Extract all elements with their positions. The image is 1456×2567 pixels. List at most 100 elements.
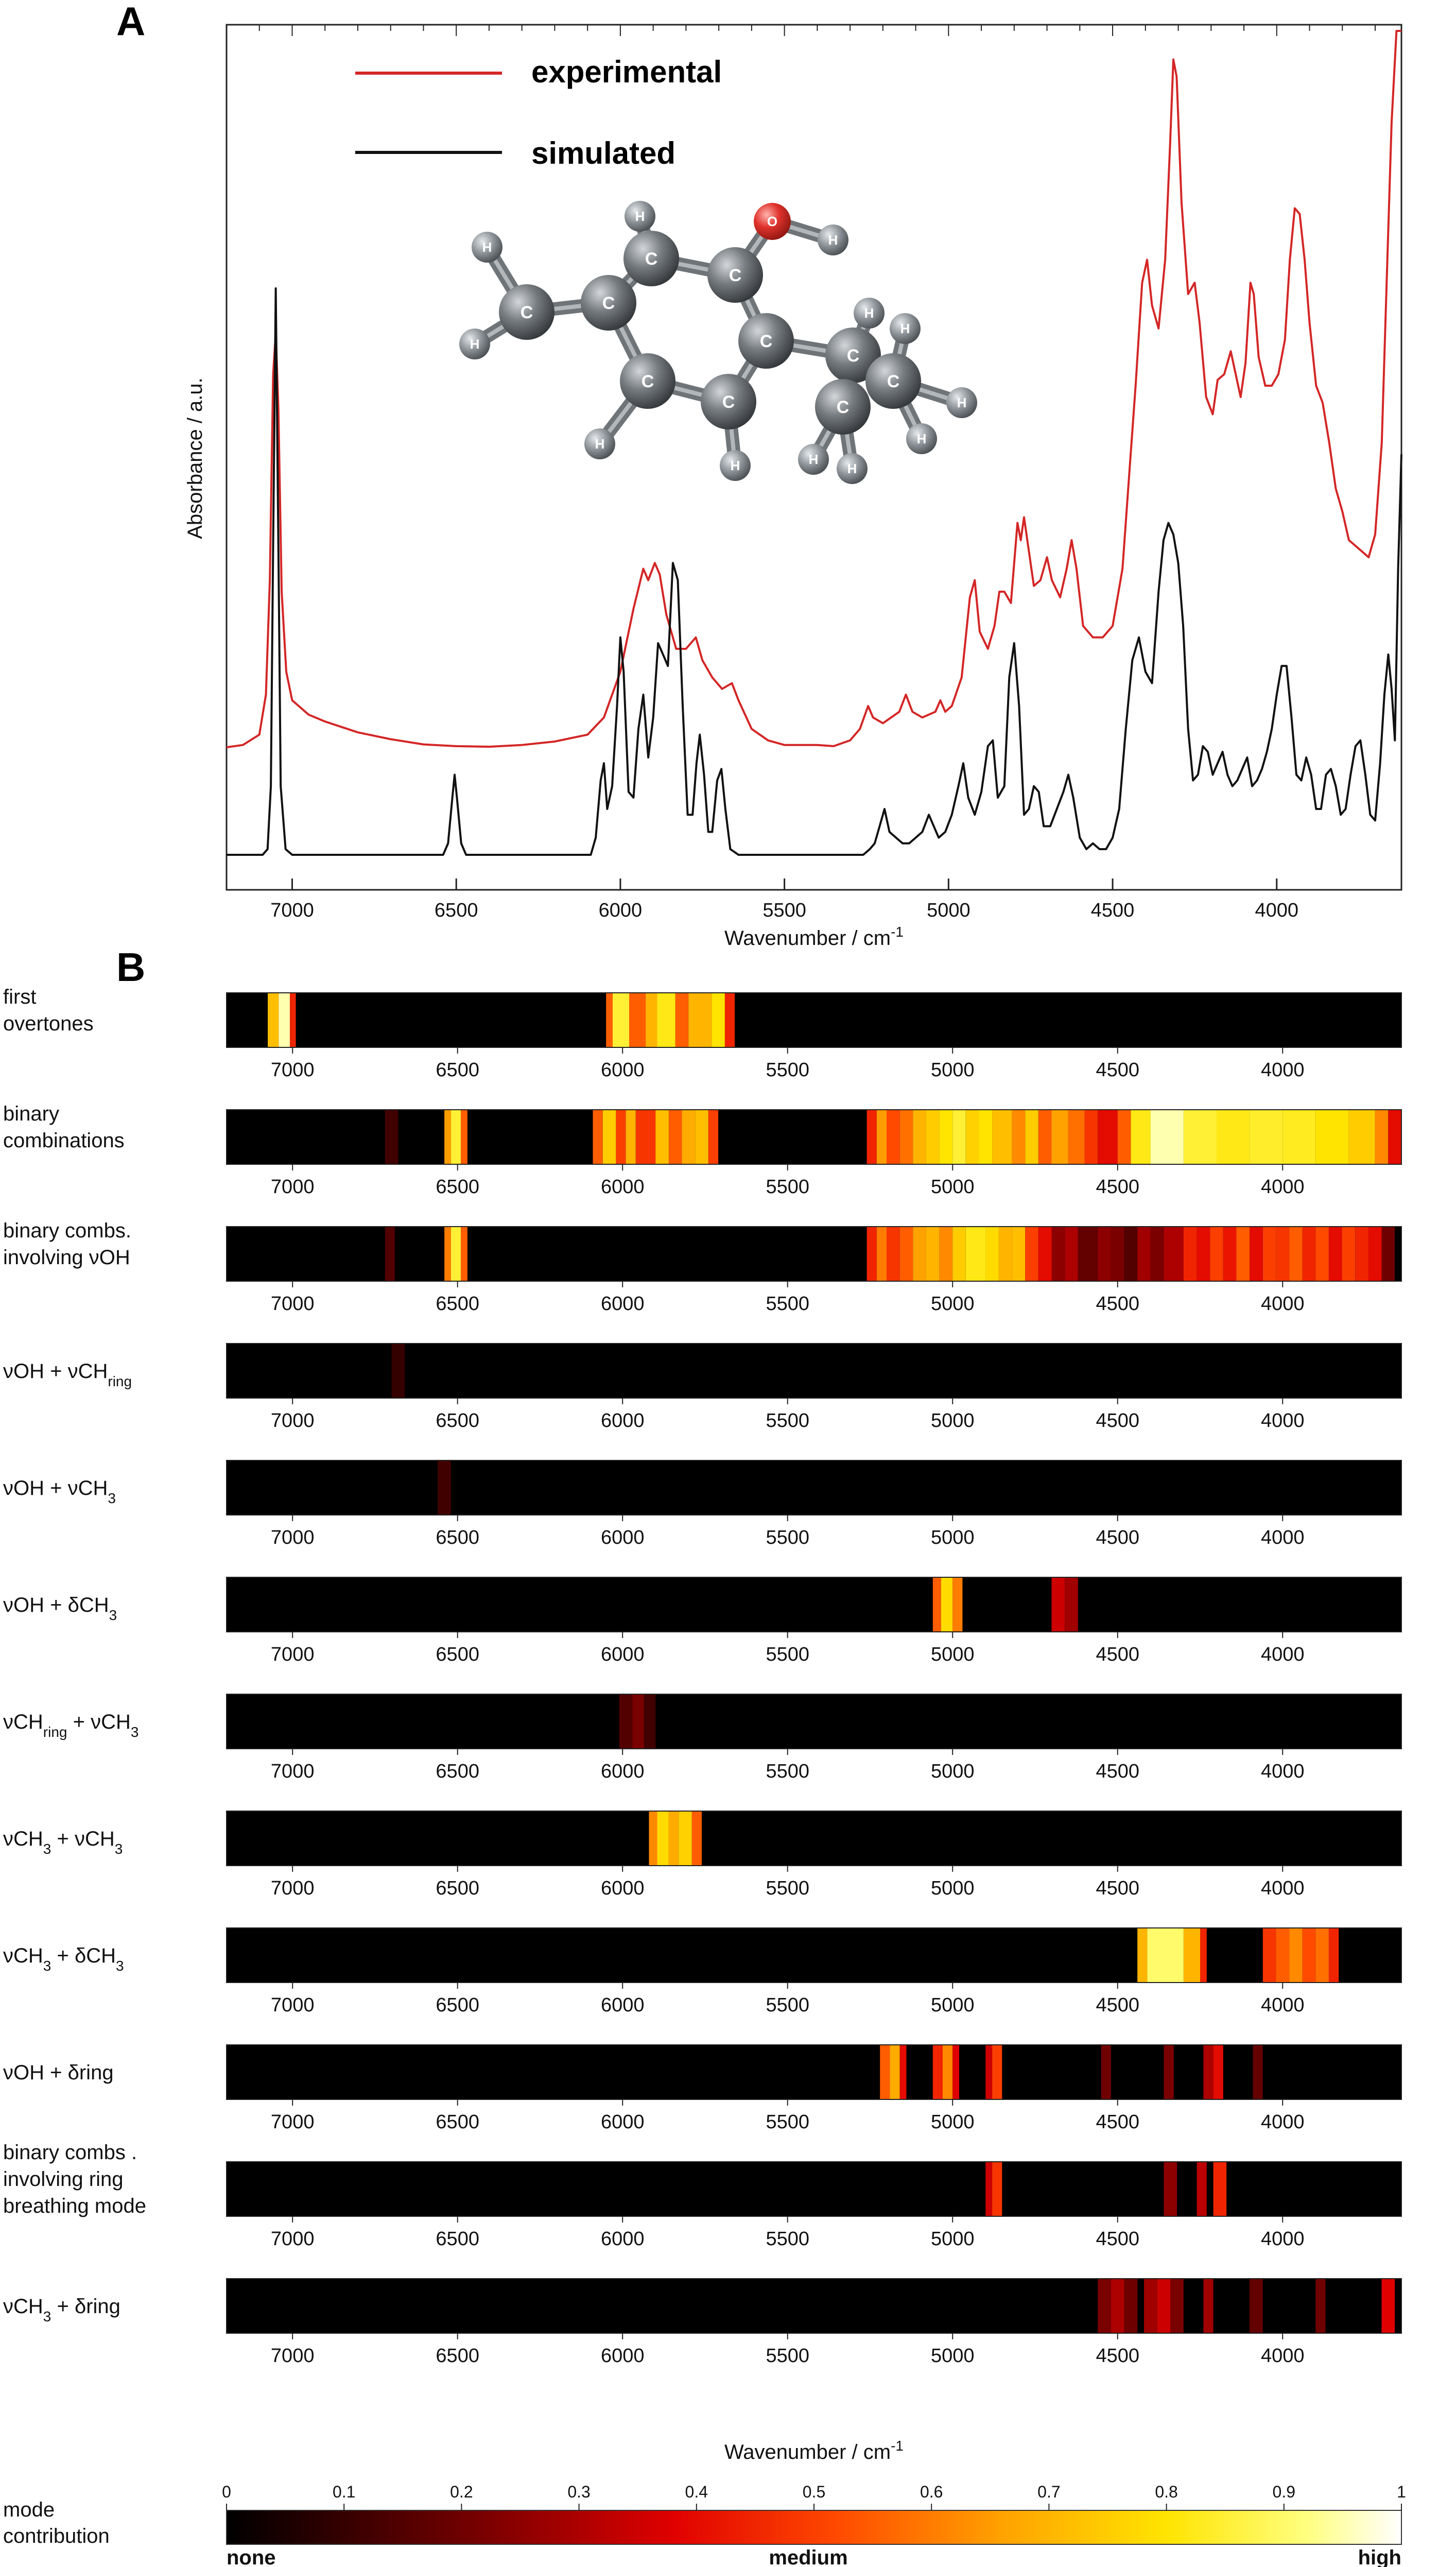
hydrogen-atom bbox=[720, 450, 751, 481]
heatmap-band bbox=[1381, 1227, 1395, 1281]
heatmap-band bbox=[1348, 1110, 1375, 1164]
heatmap-band bbox=[1213, 2162, 1227, 2216]
x-axis-label: Wavenumber / cm-1 bbox=[724, 924, 904, 950]
row-label-greek: ν bbox=[68, 1360, 78, 1383]
hydrogen-atom bbox=[459, 329, 490, 359]
heatmap-band bbox=[602, 1110, 616, 1164]
heatmap-tick-label: 6500 bbox=[436, 2111, 479, 2133]
carbon-atom bbox=[623, 231, 679, 286]
heatmap-band bbox=[1101, 2045, 1111, 2099]
heatmap-band bbox=[1250, 1227, 1263, 1281]
heatmap-band bbox=[866, 1110, 877, 1164]
carbon-atom bbox=[738, 313, 794, 369]
heatmap-tick-label: 5500 bbox=[766, 2228, 809, 2250]
heatmap-band bbox=[1289, 1227, 1303, 1281]
row-label-sub: 3 bbox=[116, 1958, 124, 1974]
carbon-atom-label: C bbox=[760, 332, 773, 351]
heatmap-tick-label: 5500 bbox=[766, 2111, 809, 2133]
heatmap-band bbox=[1084, 1110, 1098, 1164]
heatmap-band bbox=[952, 1227, 966, 1281]
heatmap-tick-label: 5000 bbox=[931, 1994, 975, 2016]
heatmap-band bbox=[939, 1110, 953, 1164]
heatmap-band bbox=[712, 993, 725, 1047]
top-minor-ticks bbox=[226, 25, 1376, 36]
heatmap-tick-label: 7000 bbox=[271, 1176, 315, 1198]
heatmap-band bbox=[1315, 1110, 1349, 1164]
heatmap-band bbox=[1164, 1227, 1184, 1281]
heatmap-tick-label: 6000 bbox=[601, 1176, 645, 1198]
heatmap-tick-label: 5000 bbox=[931, 2228, 975, 2250]
hydrogen-atom-label: H bbox=[957, 395, 967, 410]
heatmap-band bbox=[985, 2162, 993, 2216]
heatmap-tick-label: 5500 bbox=[766, 1176, 809, 1198]
heatmap-band bbox=[952, 1110, 966, 1164]
heatmap-band bbox=[1038, 1110, 1052, 1164]
row-label: νCH3 + νCH3 bbox=[3, 1828, 123, 1857]
row-label-greek: ν bbox=[3, 1360, 13, 1383]
hydrogen-atom-label: H bbox=[731, 458, 740, 473]
row-label: νCH3 + δCH3 bbox=[3, 1944, 124, 1974]
x-tick-label: 7000 bbox=[270, 900, 314, 921]
x-tick-label: 6000 bbox=[599, 900, 643, 921]
heatmap-x-axis-label: Wavenumber / cm-1 bbox=[724, 2438, 904, 2463]
heatmap-tick-label: 6000 bbox=[601, 1877, 645, 1899]
colorbar-label-line1: mode bbox=[3, 2499, 55, 2521]
heatmap-band bbox=[1111, 1227, 1124, 1281]
spectrum-series bbox=[226, 30, 1402, 856]
row-label-text: CH bbox=[78, 1477, 108, 1500]
heatmap-band bbox=[1302, 1227, 1316, 1281]
hydrogen-atom bbox=[837, 453, 868, 484]
x-axis-label-text: Wavenumber / cm bbox=[724, 927, 891, 950]
row-label-greek: ν bbox=[75, 1828, 85, 1850]
heatmap-band bbox=[899, 1110, 913, 1164]
heatmap-tick-label: 4000 bbox=[1261, 1527, 1305, 1548]
heatmap-tick-label: 4500 bbox=[1096, 1994, 1139, 2016]
heatmap-band bbox=[1315, 1227, 1329, 1281]
heatmap-band bbox=[952, 1577, 963, 1632]
heatmap-strip bbox=[227, 2045, 1401, 2099]
heatmap-band bbox=[1183, 1928, 1200, 1983]
colorbar-tick-label: 0.7 bbox=[1037, 2483, 1060, 2501]
heatmap-band bbox=[943, 2045, 953, 2099]
hydrogen-atom bbox=[818, 225, 848, 255]
row-label-sub: 3 bbox=[108, 1490, 116, 1506]
heatmap-x-axis-label-sup: -1 bbox=[891, 2438, 904, 2454]
row-label-text: ring bbox=[86, 2295, 120, 2318]
heatmap-band bbox=[1262, 1928, 1276, 1983]
heatmap-tick-label: 4000 bbox=[1261, 2111, 1305, 2133]
heatmap-band bbox=[1098, 1227, 1111, 1281]
hydrogen-atom-label: H bbox=[917, 431, 927, 446]
colorbar-tick-label: 0.5 bbox=[803, 2483, 825, 2501]
row-label-text: CH bbox=[101, 1711, 131, 1733]
heatmap-band bbox=[1117, 1110, 1131, 1164]
heatmap-band bbox=[1342, 1227, 1356, 1281]
heatmap-tick-label: 6000 bbox=[601, 1059, 645, 1081]
row-label-text: CH bbox=[13, 1944, 43, 1967]
hydrogen-atom-label: H bbox=[482, 239, 492, 255]
heatmap-strip bbox=[227, 2279, 1401, 2333]
row-label-greek: ν bbox=[3, 1711, 13, 1733]
hydrogen-atom-label: H bbox=[809, 452, 819, 467]
heatmap-band bbox=[1038, 1227, 1052, 1281]
row-label-text: OH bbox=[99, 1246, 130, 1269]
heatmap-tick-label: 5000 bbox=[931, 1410, 975, 1432]
row-label-text: CH bbox=[86, 1944, 116, 1967]
heatmap-band bbox=[899, 2045, 907, 2099]
x-tick-label: 6500 bbox=[435, 900, 478, 921]
hydrogen-atom bbox=[854, 298, 885, 329]
heatmap-strip-frame bbox=[226, 1927, 1402, 1983]
colorbar-tick-label: 0.8 bbox=[1155, 2483, 1177, 2501]
heatmap-band bbox=[932, 1577, 941, 1632]
heatmap-band bbox=[1183, 1227, 1197, 1281]
heatmap-band bbox=[1276, 1928, 1289, 1983]
row-label-text: breathing mode bbox=[3, 2195, 146, 2217]
heatmap-tick-label: 5000 bbox=[931, 1644, 975, 1665]
heatmap-tick-label: 5000 bbox=[931, 1059, 975, 1081]
heatmap-strip-frame bbox=[226, 2044, 1402, 2100]
colorbar-low-label: none bbox=[227, 2546, 276, 2567]
row-label-sub: 3 bbox=[43, 1958, 51, 1974]
hydrogen-atom bbox=[946, 387, 977, 418]
heatmap-band bbox=[450, 1227, 461, 1281]
